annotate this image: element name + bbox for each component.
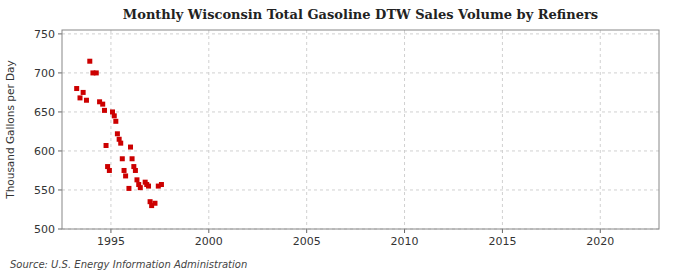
point: [130, 156, 135, 161]
y-tick: [58, 189, 62, 190]
x-tick: [404, 229, 405, 233]
source-note: Source: U.S. Energy Information Administ…: [10, 259, 247, 270]
point: [87, 59, 92, 64]
x-tick-label: 2005: [293, 235, 321, 248]
y-grid-line: [62, 150, 659, 151]
point: [128, 145, 133, 150]
x-tick: [306, 229, 307, 233]
point: [138, 185, 143, 190]
point: [94, 70, 99, 75]
point: [134, 177, 139, 182]
x-grid-line: [600, 30, 601, 229]
point: [115, 131, 120, 136]
point: [107, 168, 112, 173]
x-grid-line: [208, 30, 209, 229]
point: [100, 102, 105, 107]
point: [126, 186, 131, 191]
x-tick-label: 1995: [97, 235, 125, 248]
x-tick: [110, 229, 111, 233]
y-grid-line: [62, 189, 659, 190]
x-tick-label: 2000: [195, 235, 223, 248]
point: [152, 201, 157, 206]
x-grid-line: [306, 30, 307, 229]
x-tick: [502, 229, 503, 233]
point: [84, 98, 89, 103]
y-grid-line: [62, 111, 659, 112]
point: [81, 90, 86, 95]
plot-frame: [62, 30, 659, 229]
x-grid-line: [404, 30, 405, 229]
point: [118, 141, 123, 146]
y-tick-label: 600: [34, 145, 55, 158]
y-grid-line: [62, 33, 659, 34]
x-grid-line: [110, 30, 111, 229]
point: [112, 113, 117, 118]
point: [113, 119, 118, 124]
x-tick: [208, 229, 209, 233]
y-tick: [58, 229, 62, 230]
points: [74, 59, 164, 208]
point: [146, 184, 151, 189]
point: [123, 173, 128, 178]
point: [122, 168, 127, 173]
y-tick: [58, 72, 62, 73]
x-tick-label: 2015: [488, 235, 516, 248]
point: [74, 86, 79, 91]
x-grid-line: [502, 30, 503, 229]
point: [120, 156, 125, 161]
title: Monthly Wisconsin Total Gasoline DTW Sal…: [123, 7, 598, 22]
point: [104, 143, 109, 148]
plot-area: [62, 30, 659, 229]
x-tick-label: 2020: [586, 235, 614, 248]
x-tick: [600, 229, 601, 233]
y-tick-label: 650: [34, 106, 55, 119]
y-tick: [58, 111, 62, 112]
point: [78, 95, 83, 100]
y-grid-line: [62, 72, 659, 73]
y-tick-label: 550: [34, 184, 55, 197]
y-axis-label: Thousand Gallons per Day: [4, 60, 16, 200]
y-tick-label: 500: [34, 223, 55, 236]
chart: 1995 2000 2005 2010 2015 2020 500 550 600 650 700 7…: [0, 0, 675, 275]
y-tick-label: 700: [34, 67, 55, 80]
y-tick: [58, 150, 62, 151]
y-tick-label: 750: [34, 28, 55, 41]
y-tick: [58, 33, 62, 34]
x-tick-label: 2010: [391, 235, 419, 248]
grid: [62, 30, 659, 229]
point: [102, 108, 107, 113]
point: [159, 182, 164, 187]
point: [133, 168, 138, 173]
